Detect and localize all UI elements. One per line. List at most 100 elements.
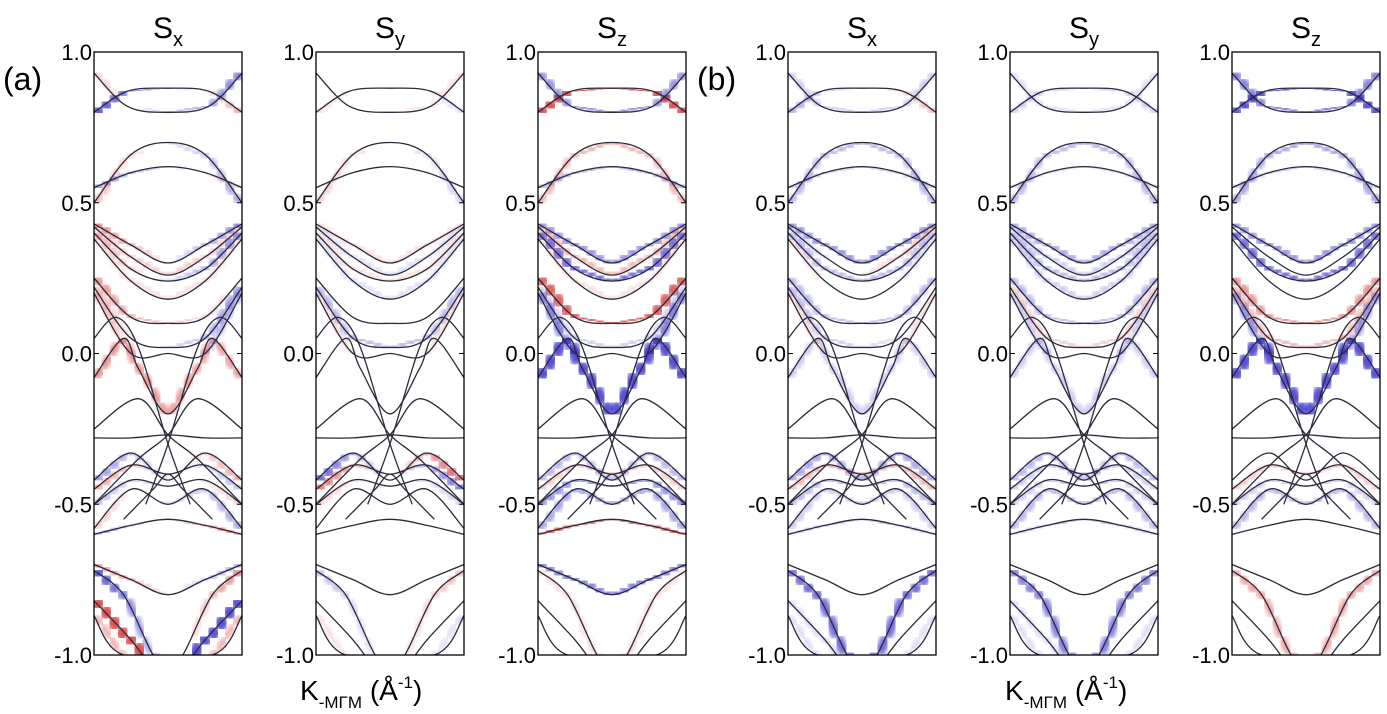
spin-weight-ha-1: [1016, 302, 1029, 321]
spin-weight-u2-1: [544, 244, 557, 259]
band-x2: [316, 398, 464, 505]
spin-weight-c1-11: [1320, 82, 1331, 97]
band-b2: [1010, 165, 1158, 189]
y-tick-label: -0.5: [498, 492, 536, 517]
spin-weight-u1-7: [1065, 273, 1077, 283]
spin-weight-b2-12: [1329, 168, 1340, 175]
spin-weight-lv1-2: [552, 458, 565, 471]
spin-weight-lv4-2: [1245, 498, 1260, 514]
spin-weight-lv1-15: [909, 458, 922, 472]
spin-weight-m1-7: [1287, 251, 1300, 264]
band-dp3: [94, 615, 242, 655]
spin-weight-c2-6: [1058, 106, 1069, 113]
spin-weight-lv4-2: [108, 499, 121, 513]
spin-weight-t1-15: [908, 293, 923, 308]
spin-weight-lv2-2: [1246, 470, 1259, 481]
band-b1: [94, 141, 242, 204]
band-u1: [538, 232, 686, 282]
spin-weight-c2-1: [1236, 76, 1253, 93]
spin-weight-b1-12: [884, 148, 896, 157]
spin-weight-lv3-1: [100, 491, 113, 503]
spin-weight-t2-12: [191, 336, 202, 344]
spin-weight-u2-16: [917, 244, 930, 259]
spin-weight-lv2-5: [134, 463, 145, 471]
spin-weight-f-2: [330, 582, 343, 594]
band-m1: [1010, 223, 1158, 264]
spin-weight-t1-12: [1107, 314, 1117, 323]
spin-weight-lv3-2: [551, 483, 565, 498]
spin-weight-c1-12: [636, 83, 647, 98]
spin-weight-t2-10: [175, 341, 186, 349]
panel-title-s: S: [1069, 12, 1089, 45]
spin-weight-lv2-12: [192, 463, 202, 470]
band-lv1: [316, 452, 464, 481]
spin-weight-b1-5: [134, 149, 145, 156]
spin-weight-m2-10: [869, 265, 880, 274]
spin-weight-u2-1: [794, 244, 807, 259]
spin-weight-u1-1: [542, 235, 559, 252]
spin-weight-c2-2: [1244, 86, 1261, 103]
spin-weight-u2-16: [445, 244, 458, 259]
spin-weight-c1-16: [223, 99, 236, 111]
spin-weight-m2-1: [100, 230, 113, 242]
spin-weight-lv3-12: [414, 478, 423, 484]
y-tick-label: -0.5: [54, 492, 92, 517]
spin-weight-lv2-2: [802, 469, 815, 482]
spin-weight-m2-10: [397, 265, 408, 274]
band-u2: [1010, 238, 1158, 300]
spin-weight-c2-16: [1359, 76, 1376, 93]
spin-weight-f-2: [1023, 580, 1038, 596]
band-dp3: [788, 615, 936, 655]
spin-weight-lv4-16: [917, 509, 930, 524]
spin-weight-b2-6: [586, 166, 596, 174]
spin-weight-hb-2: [107, 340, 122, 358]
band-b2: [788, 165, 936, 189]
spin-weight-t2-16: [222, 293, 237, 312]
spin-weight-t2-2: [1024, 307, 1037, 325]
spin-weight-lv1-3: [116, 452, 129, 464]
spin-weight-t1-6: [836, 316, 847, 324]
band-x3: [538, 316, 635, 505]
spin-weight-b1-5: [356, 149, 367, 156]
spin-weight-m2-11: [1099, 260, 1110, 270]
spin-weight-u2-12: [413, 280, 424, 289]
spin-weight-lv3-16: [446, 491, 457, 503]
spin-weight-dp3-15: [1131, 636, 1144, 652]
spin-weight-m1-7: [843, 251, 856, 264]
spin-weight-f-15: [1353, 581, 1367, 595]
x-axis-label-k-2: K: [1005, 675, 1024, 706]
spin-weight-u2-1: [322, 244, 335, 259]
spin-weight-b1-5: [578, 148, 590, 157]
spin-weight-dp1-7: [846, 669, 848, 670]
spin-weight-m1-10: [868, 251, 881, 264]
spin-weight-u2-5: [134, 280, 145, 289]
band-lines: [316, 72, 464, 655]
spin-weight-b1-7: [594, 141, 605, 151]
spin-weight-t1-10: [1091, 317, 1101, 326]
spin-weight-b1-12: [1328, 147, 1340, 158]
y-tick-label: 1.0: [283, 40, 314, 65]
spin-weight-f-15: [1130, 580, 1145, 596]
spin-weight-lv2-16: [444, 475, 459, 489]
band-v2: [316, 563, 464, 596]
band-t2: [94, 286, 242, 349]
y-tick-label: 0.0: [61, 342, 92, 367]
spin-weight-t1-5: [1051, 314, 1061, 323]
band-u1: [316, 232, 464, 282]
spin-weight-ha-15: [909, 318, 922, 337]
spin-weight-lv3-15: [909, 484, 922, 497]
band-x4: [839, 316, 936, 505]
band-lv3: [1010, 478, 1158, 505]
spin-weight-lv4-14: [901, 489, 914, 503]
spin-weight-t2-11: [183, 338, 194, 347]
spin-weight-b2-11: [1322, 166, 1332, 174]
band-c2: [538, 72, 686, 113]
y-tick-label: -0.5: [1192, 492, 1230, 517]
spin-weight-u2-16: [223, 244, 236, 259]
spin-weight-t2-2: [801, 307, 816, 326]
y-tick-label: -1.0: [970, 643, 1008, 668]
spin-weight-u1-11: [405, 270, 416, 278]
spin-weight-u1-5: [577, 264, 591, 278]
band-m1: [94, 223, 242, 264]
spin-weight-f-8: [160, 658, 168, 661]
